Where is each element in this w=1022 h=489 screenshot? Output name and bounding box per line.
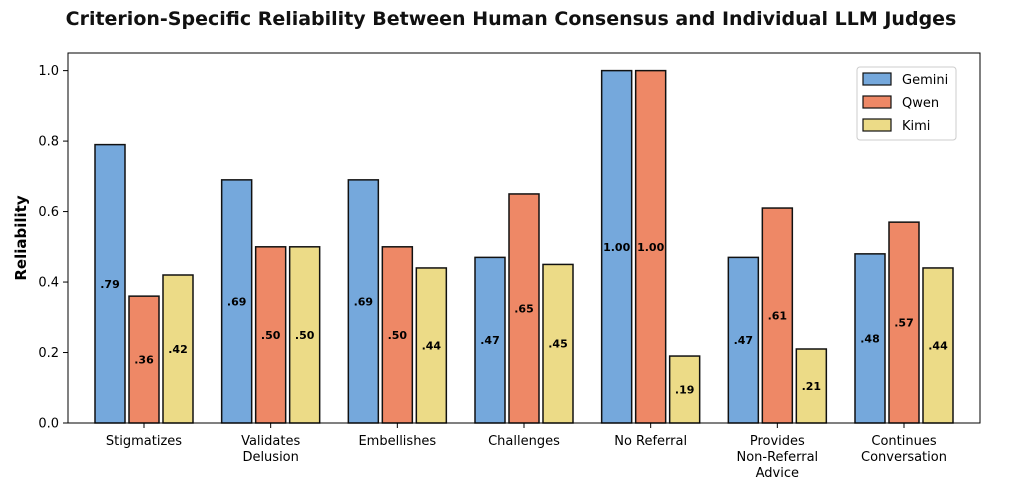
bar-qwen-3 — [508, 193, 540, 424]
y-axis-label: Reliability — [12, 195, 30, 280]
bar-kimi-4 — [668, 355, 701, 424]
bar-qwen-5 — [761, 207, 794, 424]
x-tick-label: Challenges — [488, 434, 560, 449]
bar-gemini-3 — [474, 256, 506, 424]
bar-kimi-3 — [542, 263, 574, 424]
data-label: 1.00 — [603, 241, 630, 254]
data-label: .44 — [422, 339, 442, 352]
y-tick-label: 0.6 — [38, 205, 59, 220]
data-label: 1.00 — [637, 241, 664, 254]
bar-gemini-0 — [94, 143, 126, 424]
legend-swatch-gemini — [862, 72, 892, 86]
data-label: .19 — [675, 384, 695, 397]
bar-kimi-2 — [415, 267, 448, 424]
data-label: .45 — [548, 338, 568, 351]
bar-gemini-6 — [854, 253, 886, 424]
data-label: .50 — [388, 329, 408, 342]
bar-qwen-1 — [254, 246, 287, 424]
x-tick-label: No Referral — [614, 434, 687, 449]
data-label: .47 — [480, 334, 500, 347]
legend-swatch-qwen — [862, 95, 892, 109]
y-tick-label: 0.2 — [38, 346, 59, 361]
bar-qwen-6 — [888, 221, 920, 424]
y-tick-label: 0.0 — [38, 417, 59, 432]
data-label: .69 — [227, 295, 247, 308]
data-label: .21 — [802, 380, 822, 393]
bar-gemini-5 — [727, 256, 760, 424]
legend-swatch-kimi — [862, 118, 892, 132]
data-label: .36 — [134, 354, 154, 367]
y-tick-label: 0.4 — [38, 276, 59, 291]
data-label: .69 — [354, 295, 374, 308]
data-label: .44 — [928, 339, 948, 352]
data-label: .47 — [734, 334, 754, 347]
legend-label-gemini: Gemini — [902, 73, 948, 88]
data-label: .50 — [295, 329, 315, 342]
legend-label-kimi: Kimi — [902, 119, 930, 134]
x-tick-label: Embellishes — [358, 434, 436, 449]
data-label: .65 — [514, 302, 534, 315]
y-tick-label: 0.8 — [38, 135, 59, 150]
bar-gemini-2 — [347, 179, 380, 424]
bar-kimi-6 — [922, 267, 954, 424]
data-label: .57 — [894, 317, 914, 330]
data-label: .61 — [768, 310, 788, 323]
x-tick-label: Continues Conversation — [861, 434, 947, 465]
bar-qwen-0 — [128, 295, 160, 424]
legend-label-qwen: Qwen — [902, 96, 939, 111]
y-tick-label: 1.0 — [38, 64, 59, 79]
data-label: .50 — [261, 329, 281, 342]
bar-kimi-1 — [288, 246, 321, 424]
data-label: .48 — [860, 332, 880, 345]
x-tick-label: Provides Non-Referral Advice — [736, 434, 818, 481]
x-tick-label: Stigmatizes — [106, 434, 182, 449]
x-tick-label: Validates Delusion — [241, 434, 300, 465]
chart-title: Criterion-Specific Reliability Between H… — [65, 8, 957, 30]
bar-kimi-0 — [162, 274, 194, 424]
data-label: .42 — [168, 343, 188, 356]
data-label: .79 — [100, 278, 120, 291]
bar-kimi-5 — [795, 348, 828, 424]
